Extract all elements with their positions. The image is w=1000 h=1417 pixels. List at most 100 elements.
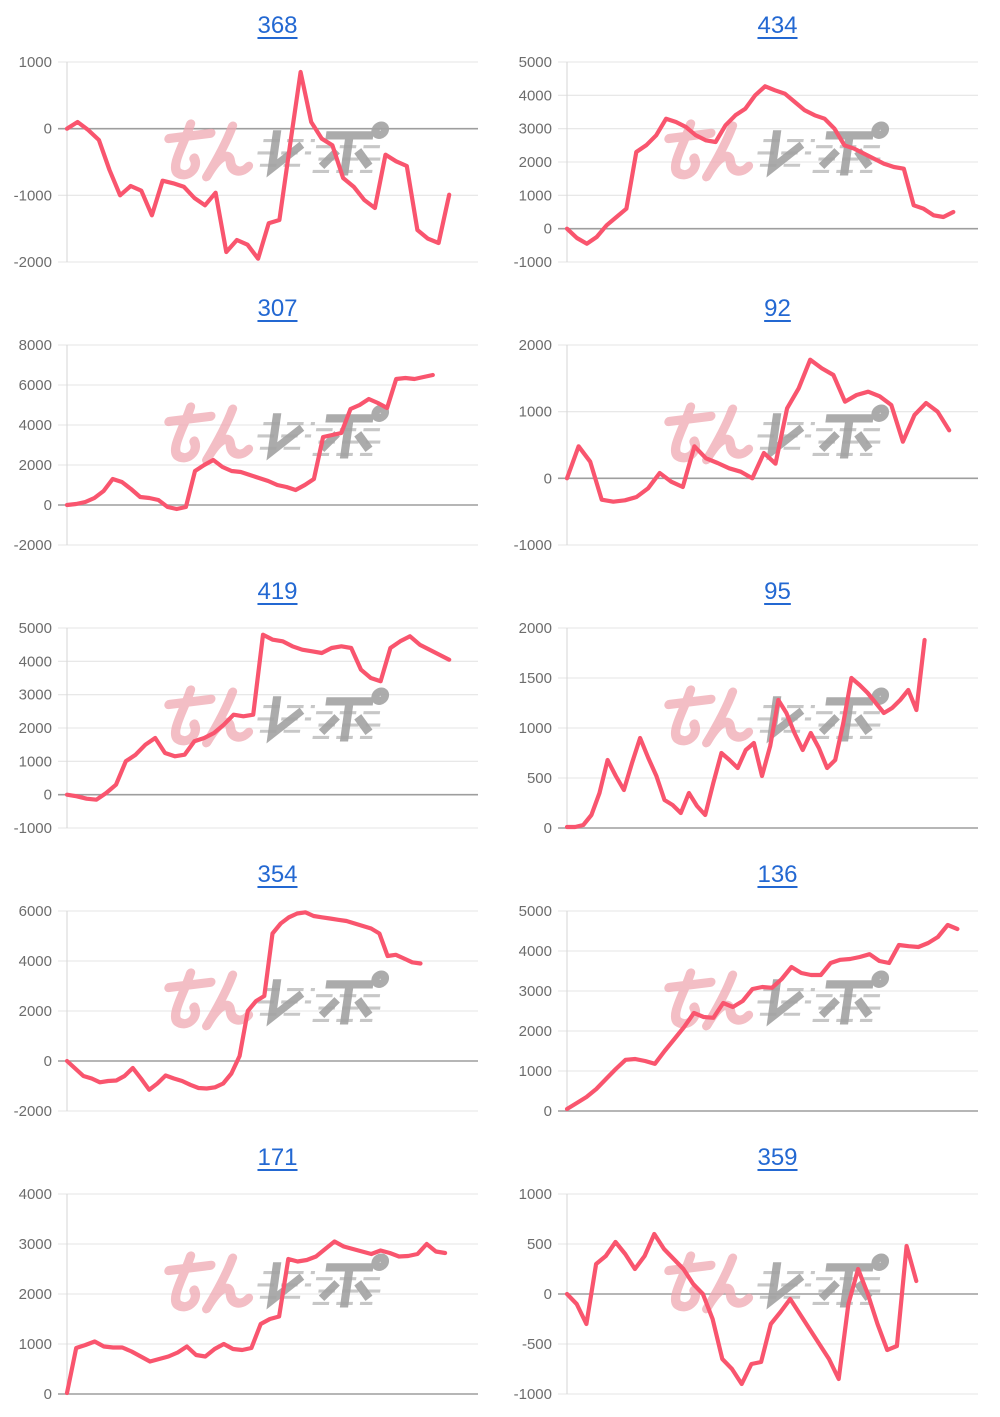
chart-title-row: 95	[555, 566, 1000, 614]
slump-graph: 1000 0 -1000 -2000	[14, 54, 478, 271]
slump-line	[64, 910, 423, 1092]
y-axis-tick-label: -2000	[14, 1103, 52, 1120]
y-axis-tick-label: 1000	[19, 54, 52, 71]
chart-cell: 136 5000 4000 3000 2000 1000 0	[500, 849, 1000, 1132]
y-axis-tick-label: -1000	[514, 537, 552, 554]
y-axis-tick-label: 500	[527, 1236, 552, 1253]
y-axis-tick-label: 4000	[519, 943, 552, 960]
y-axis-tick-label: 1000	[519, 404, 552, 421]
y-axis-tick-label: 5000	[19, 620, 52, 637]
y-axis-tick-label: 4000	[19, 653, 52, 670]
chart-title-row: 359	[555, 1132, 1000, 1180]
chart-cell: 419 5000 4000 3000 2000 1000 0 -1000	[0, 566, 500, 849]
y-axis-tick-label: 0	[44, 497, 52, 514]
y-axis-tick-label: 0	[544, 820, 552, 837]
y-axis-tick-label: 1000	[519, 720, 552, 737]
y-axis-tick-label: 4000	[519, 87, 552, 104]
slump-line	[64, 632, 452, 802]
chart-cell: 368 1000 0 -1000 -2000	[0, 0, 500, 283]
chart-cell: 92 2000 1000 0 -1000	[500, 283, 1000, 566]
machine-number-link[interactable]: 354	[257, 861, 298, 888]
chart-cell: 307 8000 6000 4000 2000 0 -2000	[0, 283, 500, 566]
slump-line	[564, 84, 956, 246]
y-axis-tick-label: 8000	[19, 337, 52, 354]
y-axis-tick-label: 2000	[19, 1286, 52, 1303]
y-axis-tick-label: 4000	[19, 953, 52, 970]
y-axis-tick-label: 0	[44, 121, 52, 138]
y-axis-tick-label: 1000	[19, 753, 52, 770]
machine-number-link[interactable]: 307	[257, 295, 298, 322]
y-axis-tick-label: 2000	[19, 457, 52, 474]
watermark-logo	[164, 968, 390, 1031]
watermark-logo	[164, 685, 390, 748]
y-axis-tick-label: -1000	[14, 820, 52, 837]
slump-line	[564, 922, 960, 1112]
slump-graph: 1000 500 0 -500 -1000	[514, 1186, 978, 1403]
slump-line	[564, 1231, 919, 1387]
chart-title-row: 92	[555, 283, 1000, 331]
chart-cell: 354 6000 4000 2000 0 -2000	[0, 849, 500, 1132]
slump-line	[64, 1239, 448, 1396]
chart-cell: 359 1000 500 0 -500 -1000	[500, 1132, 1000, 1415]
machine-number-link[interactable]: 171	[257, 1144, 298, 1171]
chart-title-row: 419	[55, 566, 500, 614]
y-axis-tick-label: 4000	[19, 1186, 52, 1203]
watermark-logo	[664, 968, 890, 1031]
y-axis-tick-label: 1500	[519, 670, 552, 687]
chart-cell: 171 4000 3000 2000 1000 0	[0, 1132, 500, 1415]
machine-number-link[interactable]: 359	[757, 1144, 798, 1171]
y-axis-tick-label: 3000	[519, 121, 552, 138]
y-axis-tick-label: 1000	[519, 1063, 552, 1080]
watermark-logo	[164, 119, 390, 182]
chart-title-row: 136	[555, 849, 1000, 897]
y-axis-tick-label: 5000	[519, 54, 552, 71]
slump-graph: 5000 4000 3000 2000 1000 0 -1000	[14, 620, 478, 837]
y-axis-tick-label: 3000	[19, 1236, 52, 1253]
slump-line	[64, 69, 452, 261]
y-axis-tick-label: 3000	[519, 983, 552, 1000]
y-axis-tick-label: 1000	[519, 187, 552, 204]
y-axis-tick-label: -1000	[14, 187, 52, 204]
chart-title-row: 171	[55, 1132, 500, 1180]
slump-line	[64, 372, 435, 512]
slump-graph: 4000 3000 2000 1000 0	[19, 1186, 478, 1403]
machine-number-link[interactable]: 368	[257, 12, 298, 39]
chart-title-row: 368	[55, 0, 500, 48]
y-axis-tick-label: 2000	[519, 620, 552, 637]
chart-title-row: 354	[55, 849, 500, 897]
y-axis-tick-label: -1000	[514, 254, 552, 271]
y-axis-tick-label: 4000	[19, 417, 52, 434]
machine-number-link[interactable]: 434	[757, 12, 798, 39]
y-axis-tick-label: 6000	[19, 377, 52, 394]
watermark-logo	[164, 402, 390, 465]
y-axis-tick-label: -500	[522, 1336, 552, 1353]
y-axis-tick-label: 6000	[19, 903, 52, 920]
slump-line	[564, 637, 927, 830]
y-axis-tick-label: 2000	[19, 1003, 52, 1020]
machine-number-link[interactable]: 419	[257, 578, 298, 605]
y-axis-tick-label: 0	[544, 470, 552, 487]
chart-cell: 95 2000 1500 1000 500 0	[500, 566, 1000, 849]
y-axis-tick-label: 2000	[519, 1023, 552, 1040]
y-axis-tick-label: 0	[544, 221, 552, 238]
y-axis-tick-label: 0	[44, 1386, 52, 1403]
machine-number-link[interactable]: 136	[757, 861, 798, 888]
slump-graph: 5000 4000 3000 2000 1000 0 -1000	[514, 54, 978, 271]
y-axis-tick-label: 0	[44, 1053, 52, 1070]
chart-title-row: 434	[555, 0, 1000, 48]
y-axis-tick-label: 0	[44, 787, 52, 804]
y-axis-tick-label: 1000	[19, 1336, 52, 1353]
y-axis-tick-label: 2000	[519, 154, 552, 171]
slump-line	[564, 357, 952, 504]
slump-graph: 5000 4000 3000 2000 1000 0	[519, 903, 978, 1120]
y-axis-tick-label: 0	[544, 1286, 552, 1303]
machine-number-link[interactable]: 92	[764, 295, 791, 322]
watermark-logo	[664, 119, 890, 182]
watermark-logo	[164, 1251, 390, 1314]
chart-cell: 434 5000 4000 3000 2000 1000 0 -1000	[500, 0, 1000, 283]
slump-graph: 8000 6000 4000 2000 0 -2000	[14, 337, 478, 554]
machine-number-link[interactable]: 95	[764, 578, 791, 605]
chart-title-row: 307	[55, 283, 500, 331]
slump-graph: 2000 1000 0 -1000	[514, 337, 978, 554]
